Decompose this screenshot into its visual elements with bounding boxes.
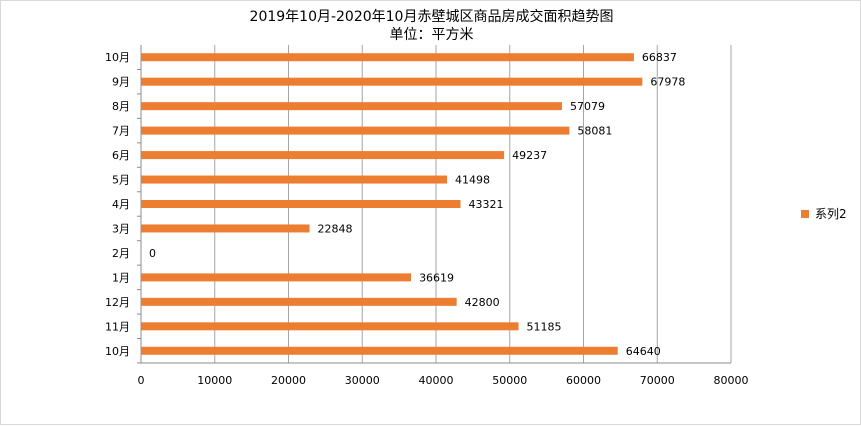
- y-tick-label: 9月: [112, 76, 130, 89]
- x-tick-label: 80000: [714, 374, 749, 387]
- bar: [141, 346, 618, 355]
- y-tick-label: 7月: [112, 125, 130, 138]
- x-tick-label: 0: [138, 374, 145, 387]
- y-tick-label: 2月: [112, 247, 130, 260]
- legend: 系列2: [801, 205, 847, 222]
- x-tick-label: 40000: [419, 374, 454, 387]
- bar: [141, 126, 570, 135]
- y-tick-label: 10月: [105, 51, 130, 64]
- x-tick-label: 20000: [271, 374, 306, 387]
- legend-label: 系列2: [815, 207, 847, 221]
- y-tick-label: 5月: [112, 174, 130, 187]
- data-label: 41498: [455, 174, 490, 187]
- y-tick-label: 8月: [112, 100, 130, 113]
- bar: [141, 200, 461, 208]
- data-label: 67978: [650, 76, 685, 89]
- y-tick-label: 1月: [112, 271, 130, 284]
- bar: [141, 224, 310, 233]
- data-label: 57079: [570, 100, 605, 113]
- y-tick-label: 6月: [112, 149, 130, 162]
- chart-subtitle: 单位：平方米: [389, 27, 474, 43]
- data-label: 22848: [318, 222, 353, 235]
- legend-swatch: [801, 209, 809, 218]
- data-label: 43321: [468, 198, 503, 211]
- y-tick-label: 4月: [112, 198, 130, 211]
- bar: [141, 102, 562, 111]
- x-tick-label: 30000: [345, 374, 380, 387]
- data-label: 42800: [465, 296, 500, 309]
- data-label: 0: [149, 247, 156, 260]
- bar: [141, 322, 519, 331]
- y-tick-label: 12月: [105, 296, 130, 309]
- bar: [141, 273, 412, 282]
- y-tick-label: 11月: [105, 320, 130, 333]
- data-label: 66837: [642, 51, 677, 64]
- bar: [141, 297, 457, 306]
- bar: [141, 151, 505, 160]
- data-label: 64640: [626, 345, 661, 358]
- x-tick-label: 60000: [566, 374, 601, 387]
- data-label: 58081: [577, 125, 612, 138]
- bar: [141, 53, 634, 62]
- chart-title: 2019年10月-2020年10月赤壁城区商品房成交面积趋势图: [249, 9, 614, 25]
- bar: [141, 175, 448, 184]
- y-tick-label: 10月: [105, 345, 130, 358]
- data-label: 49237: [512, 149, 547, 162]
- x-tick-label: 70000: [640, 374, 675, 387]
- bar: [141, 77, 643, 86]
- data-label: 36619: [419, 271, 454, 284]
- x-tick-label: 10000: [197, 374, 232, 387]
- chart-title-block: 2019年10月-2020年10月赤壁城区商品房成交面积趋势图 单位：平方米: [1, 8, 861, 44]
- x-tick-label: 50000: [492, 374, 527, 387]
- data-label: 51185: [526, 320, 561, 333]
- y-tick-label: 3月: [112, 222, 130, 235]
